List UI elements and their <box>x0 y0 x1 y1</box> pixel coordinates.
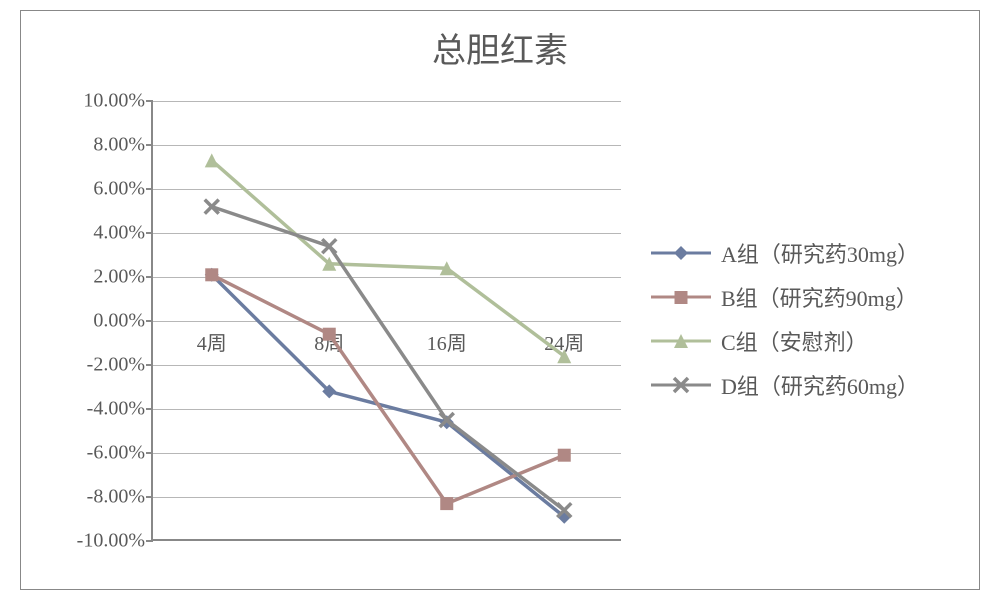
legend-label: B组（研究药90mg） <box>711 281 918 313</box>
legend-swatch <box>651 326 711 356</box>
legend-label: D组（研究药60mg） <box>711 369 919 401</box>
chart-legend: A组（研究药30mg） B组（研究药90mg） C组（安慰剂） D组（研究药60mg） <box>651 231 971 407</box>
legend-item: C组（安慰剂） <box>651 319 971 363</box>
series-marker <box>323 328 336 341</box>
y-axis-label: -8.00% <box>25 486 145 509</box>
legend-marker-icon <box>675 284 688 310</box>
y-tick-mark <box>146 540 153 542</box>
y-axis-label: 10.00% <box>25 90 145 113</box>
y-tick-mark <box>146 452 153 454</box>
plot-area: 4周8周16周24周 <box>151 101 621 541</box>
y-axis-label: 0.00% <box>25 310 145 333</box>
chart-frame: 总胆红素 4周8周16周24周 A组（研究药30mg） B组（研究药90mg） C组… <box>20 10 980 590</box>
series-marker <box>205 268 218 281</box>
y-tick-mark <box>146 364 153 366</box>
y-axis-label: -2.00% <box>25 354 145 377</box>
y-tick-mark <box>146 188 153 190</box>
series-marker <box>558 449 571 462</box>
legend-marker-icon <box>674 240 688 266</box>
chart-title: 总胆红素 <box>21 11 979 84</box>
legend-swatch <box>651 238 711 268</box>
legend-label: C组（安慰剂） <box>711 325 868 357</box>
chart-body: 4周8周16周24周 A组（研究药30mg） B组（研究药90mg） C组（安慰剂）… <box>21 81 981 581</box>
series-line <box>212 275 565 517</box>
series-marker <box>440 497 453 510</box>
y-axis-label: -6.00% <box>25 442 145 465</box>
y-tick-mark <box>146 320 153 322</box>
y-tick-mark <box>146 408 153 410</box>
y-tick-mark <box>146 496 153 498</box>
y-axis-label: 2.00% <box>25 266 145 289</box>
y-tick-mark <box>146 144 153 146</box>
legend-marker-icon <box>674 328 688 354</box>
legend-item: B组（研究药90mg） <box>651 275 971 319</box>
legend-label: A组（研究药30mg） <box>711 237 919 269</box>
series-line <box>212 207 565 511</box>
y-tick-mark <box>146 100 153 102</box>
series-layer <box>153 101 623 541</box>
legend-swatch <box>651 370 711 400</box>
legend-swatch <box>651 282 711 312</box>
legend-marker-icon <box>674 372 688 398</box>
y-axis-label: -10.00% <box>25 530 145 553</box>
y-axis-label: 4.00% <box>25 222 145 245</box>
y-axis-label: 6.00% <box>25 178 145 201</box>
legend-item: D组（研究药60mg） <box>651 363 971 407</box>
legend-item: A组（研究药30mg） <box>651 231 971 275</box>
series-marker <box>205 153 219 167</box>
y-axis-label: -4.00% <box>25 398 145 421</box>
y-axis-label: 8.00% <box>25 134 145 157</box>
y-tick-mark <box>146 276 153 278</box>
y-tick-mark <box>146 232 153 234</box>
